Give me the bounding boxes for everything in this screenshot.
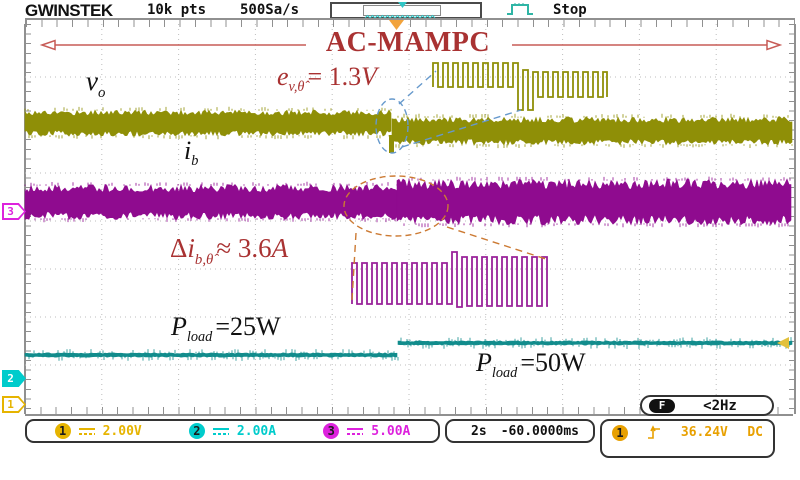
trigger-frequency-value: <2Hz <box>703 397 737 414</box>
ch3-scale: 5.00A <box>371 423 411 439</box>
dc-coupling-icon <box>78 428 95 435</box>
ch1-settings: 1 2.00V <box>54 423 142 439</box>
ib-label: ib <box>184 136 199 170</box>
ch2-settings: 2 2.00A <box>188 423 277 439</box>
rising-edge-icon <box>648 425 661 439</box>
right-ruler <box>789 24 796 414</box>
ch1-badge: 1 <box>54 423 71 439</box>
record-length-label: 10k pts <box>147 2 207 18</box>
channel-3-position-marker: 3 <box>2 203 26 220</box>
bottom-ruler <box>25 407 793 416</box>
trigger-level-value: 36.24V <box>680 425 728 440</box>
ch3-settings: 3 5.00A <box>323 423 410 439</box>
timebase-box: 2s -60.0000ms <box>445 419 595 443</box>
ch2-badge: 2 <box>188 423 205 439</box>
trigger-pulse-icon <box>507 3 533 15</box>
trigger-delay-value: -60.0000ms <box>500 423 579 439</box>
run-state-label: Stop <box>553 2 587 18</box>
dc-coupling-icon <box>212 428 229 435</box>
vo-label: vo <box>86 66 106 101</box>
dib-annotation: Δib,θ̂ ≈ 3.6A <box>170 233 289 268</box>
ch3-badge: 3 <box>323 423 340 439</box>
ch1-scale: 2.00V <box>102 423 142 439</box>
brand-logo: GWINSTEK <box>25 1 113 20</box>
dc-coupling-icon <box>347 428 364 435</box>
trigger-coupling-value: DC <box>747 425 763 440</box>
trigger-position-icon <box>389 20 404 30</box>
trigger-source-badge: 1 <box>612 425 628 441</box>
pload-25-label: Pload =25W <box>171 312 281 346</box>
top-ruler <box>25 18 795 27</box>
title-annotation: AC-MAMPC <box>325 27 491 58</box>
pload-50-label: Pload =50W <box>476 348 586 382</box>
channel-settings-bar: 1 2.00V 2 2.00A 3 5.00A <box>25 419 440 443</box>
trigger-settings-box: 1 36.24V DC <box>600 419 775 458</box>
ch2-scale: 2.00A <box>236 423 277 439</box>
trigger-frequency-badge: F <2Hz <box>640 395 774 416</box>
channel-1-position-marker: 1 <box>2 396 26 413</box>
timebase-value: 2s <box>471 423 487 439</box>
memory-position-icon <box>398 2 407 8</box>
frequency-counter-icon: F <box>649 398 675 413</box>
channel-2-position-marker: 2 <box>2 370 26 387</box>
ev-annotation: ev,θ̂ = 1.3V <box>277 62 377 96</box>
sample-rate-label: 500Sa/s <box>240 2 300 18</box>
